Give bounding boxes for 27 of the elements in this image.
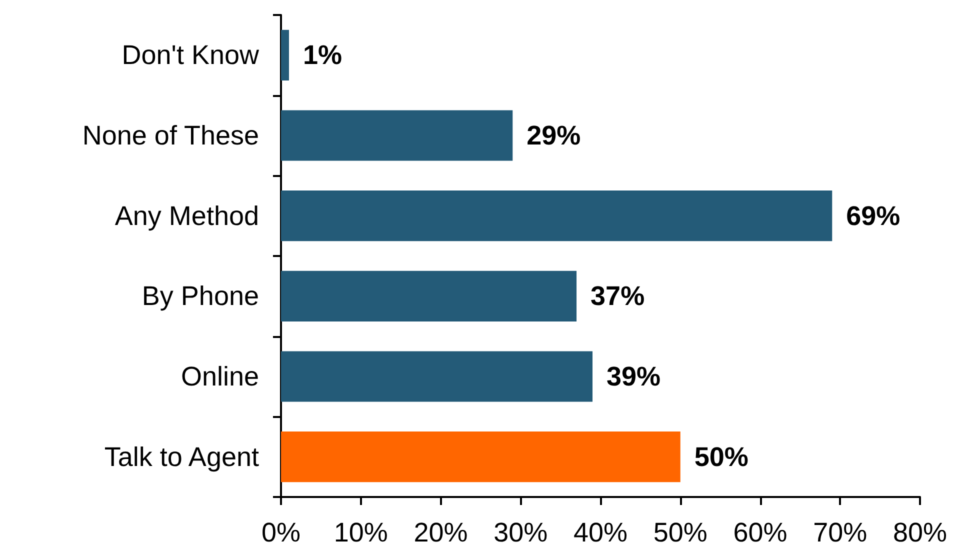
x-tick-label: 60% <box>733 518 788 548</box>
y-tick-label: By Phone <box>142 281 259 312</box>
bar <box>281 190 832 242</box>
bar <box>281 30 289 80</box>
y-tick-label: Any Method <box>114 200 259 231</box>
x-tick-label: 10% <box>334 518 388 548</box>
x-tick-label: 30% <box>494 518 548 548</box>
bar <box>281 110 513 161</box>
data-label: 29% <box>526 120 581 150</box>
x-tick-label: 20% <box>414 518 468 548</box>
data-label: 69% <box>846 200 900 231</box>
bar <box>281 270 577 322</box>
x-tick-label: 40% <box>573 518 628 548</box>
y-tick-label: Talk to Agent <box>104 442 260 472</box>
x-tick-label: 80% <box>892 518 948 548</box>
data-label: 1% <box>302 40 342 70</box>
bar <box>281 351 593 402</box>
bar <box>281 432 680 482</box>
y-tick-label: None of These <box>82 120 259 150</box>
x-tick-label: 70% <box>813 518 868 548</box>
y-tick-label: Don't Know <box>122 40 260 70</box>
data-label: 39% <box>606 362 661 392</box>
x-tick-label: 50% <box>653 518 708 548</box>
data-label: 37% <box>590 281 645 312</box>
data-label: 50% <box>694 442 748 472</box>
x-tick-label: 0% <box>261 518 301 548</box>
y-tick-label: Online <box>180 362 259 392</box>
